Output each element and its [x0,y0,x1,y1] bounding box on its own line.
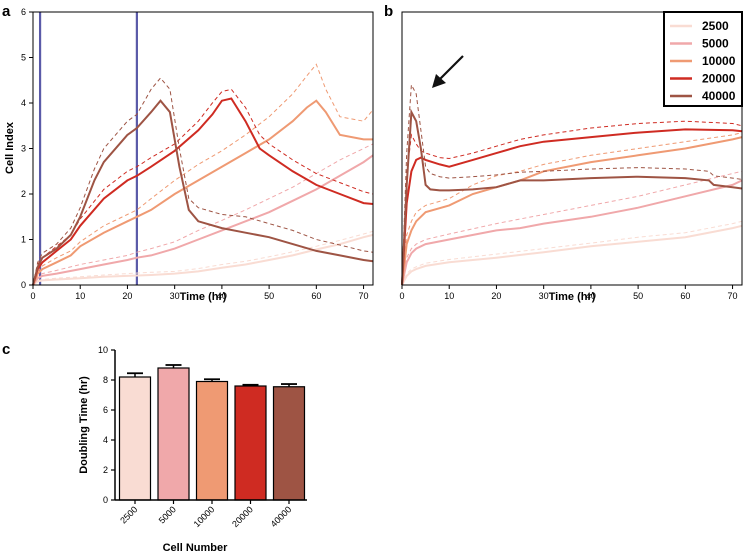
y-tick-label: 10 [98,345,108,355]
panel-b-x-axis-title: Time (hr) [549,291,596,303]
y-tick-label: 3 [21,144,26,154]
legend-label-40000: 40000 [702,89,736,103]
panel-label-a: a [2,3,11,20]
series-2500-upper-band [401,220,743,286]
panel-c-bar-chart: 0 2 4 6 8 10 2500 5000 10000 20000 40000 Cell Num… [78,345,307,554]
panel-c-y-ticks: 0 2 4 6 8 10 [98,345,115,505]
x-tick-label: 10 [444,291,454,301]
bar-10000 [195,380,229,501]
x-tick-label: 50 [264,291,274,301]
panel-c-bars [118,364,306,501]
series-40000-upper-band [401,83,743,286]
x-tick-label: 60 [680,291,690,301]
x-tick-label: 50 [633,291,643,301]
y-tick-label: 2 [21,189,26,199]
y-tick-label: 8 [103,375,108,385]
y-tick-label: 1 [21,235,26,245]
series-5000-line [401,179,743,286]
series-5000-line [32,154,374,286]
legend-label-20000: 20000 [702,72,736,86]
series-2500-line [32,233,374,286]
x-tick-label: 20 [491,291,501,301]
legend-label-5000: 5000 [702,37,729,51]
x-tick-label: 0 [399,291,404,301]
bar-40000 [272,386,306,501]
x-tick-label: 20 [122,291,132,301]
x-tick-label-20000: 20000 [230,504,255,529]
bar-5000 [157,367,190,501]
series-5000-upper-band [401,170,743,286]
x-tick-label: 30 [170,291,180,301]
panel-b-frame [401,11,743,286]
bar-20000 [234,385,267,501]
x-tick-label-10000: 10000 [192,504,217,529]
legend-label-10000: 10000 [702,54,736,68]
panel-a-x-ticks: 0 10 20 30 40 50 60 70 [30,285,369,301]
panel-a-y-ticks: 0 1 2 3 4 5 6 [21,7,33,290]
x-tick-label: 40 [586,291,596,301]
y-tick-label: 0 [103,495,108,505]
x-tick-label-40000: 40000 [269,504,294,529]
x-tick-label-5000: 5000 [157,504,178,525]
y-tick-label: 0 [21,280,26,290]
panel-b-plot-area [401,83,743,286]
panel-label-b: b [384,3,393,20]
series-2500-upper-band [32,230,374,286]
y-tick-label: 4 [103,435,108,445]
series-10000-line [32,99,373,286]
x-tick-label: 70 [359,291,369,301]
panel-a-y-axis-title: Cell Index [4,121,16,174]
x-tick-label: 60 [311,291,321,301]
y-tick-label: 2 [103,465,108,475]
x-tick-label: 0 [30,291,35,301]
x-tick-label: 30 [539,291,549,301]
series-20000-line [32,97,374,286]
bar-2500 [118,376,152,501]
y-tick-label: 6 [21,7,26,17]
panel-a-line-chart: 0 10 20 30 40 50 60 70 0 1 2 3 4 5 6 Time (hr) Cell I… [4,7,374,303]
panel-c-x-axis-title: Cell Number [163,542,229,554]
panel-b-x-ticks: 0 10 20 30 40 50 60 70 [399,285,738,301]
x-tick-label: 40 [217,291,227,301]
series-10000-upper-band [32,63,374,286]
x-tick-label: 70 [728,291,738,301]
arrow-annotation-icon [432,55,464,88]
y-tick-label: 6 [103,405,108,415]
x-tick-label-2500: 2500 [118,504,139,525]
panel-a-x-axis-title: Time (hr) [180,291,227,303]
series-2500-line [401,224,743,286]
series-40000-line [401,108,743,286]
legend-box [663,11,743,107]
panel-c-y-axis-title: Doubling Time (hr) [78,376,90,474]
panel-b-legend: 2500 5000 10000 20000 40000 [663,11,743,107]
series-5000-upper-band [32,143,374,286]
legend-label-2500: 2500 [702,19,729,33]
series-10000-upper-band [401,132,743,286]
series-40000-line [32,99,374,286]
y-tick-label: 4 [21,98,26,108]
panel-label-c: c [2,341,10,358]
y-tick-label: 5 [21,53,26,63]
panel-c-x-ticks: 2500 5000 10000 20000 40000 [118,500,293,529]
panel-a-plot-area [32,12,374,286]
panel-b-line-chart: 0 10 20 30 40 50 60 70 Time (hr) 25005000100002… [399,11,743,303]
x-tick-label: 10 [75,291,85,301]
series-20000-line [401,128,743,286]
series-20000-upper-band [401,120,743,286]
